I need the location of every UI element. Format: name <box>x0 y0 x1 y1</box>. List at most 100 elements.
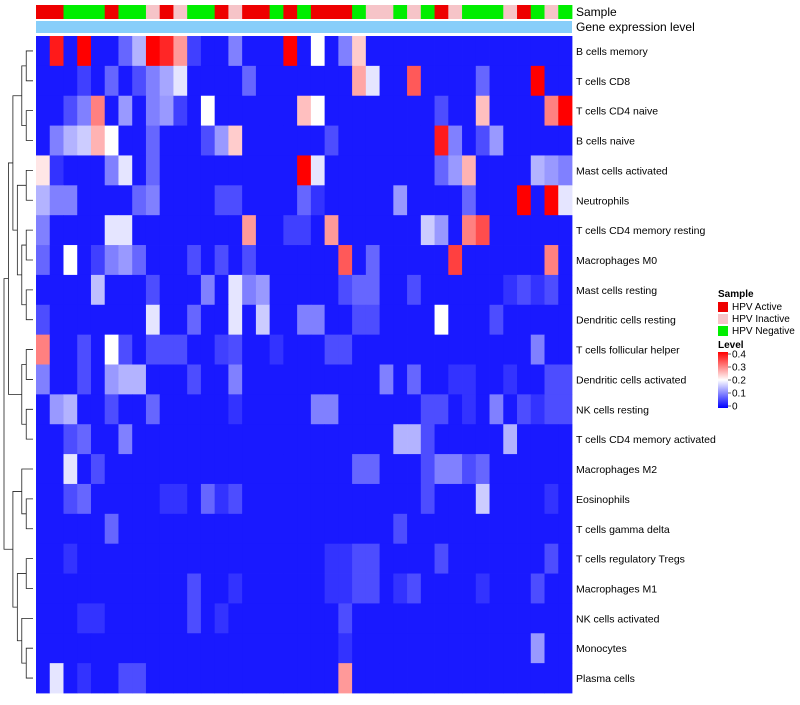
heatmap-cell <box>269 364 284 395</box>
heatmap-cell <box>310 483 326 515</box>
heatmap-cell <box>475 334 490 365</box>
level-tick-label: 0.2 <box>732 376 746 387</box>
heatmap-cell <box>462 65 477 97</box>
heatmap-cell <box>90 573 106 604</box>
heatmap-cell <box>393 125 408 156</box>
heatmap-cell <box>462 543 477 574</box>
sample-annotation-cell <box>407 5 422 19</box>
heatmap-cell <box>90 483 106 515</box>
heatmap-cell <box>49 364 64 395</box>
heatmap-cell <box>517 125 532 156</box>
heatmap-cell <box>393 633 408 664</box>
heatmap-cell <box>63 334 78 365</box>
row-label: Eosinophils <box>576 494 630 506</box>
heatmap-cell <box>90 304 106 336</box>
heatmap-cell <box>407 304 422 336</box>
heatmap-cell <box>200 245 216 276</box>
heatmap-cell <box>530 95 545 126</box>
heatmap-cell <box>352 543 367 574</box>
heatmap-cell <box>503 483 518 515</box>
heatmap-cell <box>462 663 477 694</box>
heatmap-cell <box>475 125 490 156</box>
heatmap-cell <box>77 155 92 186</box>
heatmap-cell <box>420 454 435 485</box>
sample-annotation-cell <box>159 5 174 19</box>
heatmap-cell <box>407 424 422 455</box>
heatmap-cell <box>173 543 188 574</box>
heatmap-cell <box>283 633 298 664</box>
heatmap-cell <box>379 155 394 186</box>
heatmap-cell <box>255 603 271 634</box>
heatmap-cell <box>324 185 339 216</box>
heatmap-cell <box>379 36 394 67</box>
heatmap-cell <box>434 543 449 574</box>
heatmap-cell <box>242 155 257 186</box>
heatmap-cell <box>49 454 64 485</box>
heatmap-cell <box>338 334 353 365</box>
heatmap-cell <box>145 95 161 126</box>
heatmap-cell <box>255 394 271 425</box>
heatmap-cell <box>475 155 490 186</box>
dendrogram-branch <box>25 558 33 589</box>
heatmap-cell <box>448 36 463 67</box>
heatmap-cell <box>255 483 271 515</box>
heatmap-cell <box>283 424 298 455</box>
heatmap-cell <box>530 573 545 604</box>
row-label: Macrophages M2 <box>576 464 657 476</box>
heatmap-cell <box>159 543 174 574</box>
heatmap-cell <box>558 36 573 67</box>
heatmap-cell <box>365 483 380 515</box>
heatmap-cell <box>283 573 298 604</box>
heatmap-cell <box>200 454 216 485</box>
heatmap-cell <box>365 95 380 126</box>
heatmap-cell <box>310 215 326 246</box>
heatmap-cell <box>118 36 133 67</box>
heatmap-cell <box>462 334 477 365</box>
heatmap-cell <box>255 155 271 186</box>
heatmap-cell <box>63 663 78 694</box>
heatmap-cell <box>283 185 298 216</box>
heatmap-cell <box>90 633 106 664</box>
heatmap-cell <box>173 513 188 545</box>
heatmap-cell <box>530 424 545 455</box>
heatmap-cell <box>434 483 449 515</box>
heatmap-cell <box>77 603 92 634</box>
heatmap-cell <box>49 543 64 574</box>
heatmap-cell <box>448 603 463 634</box>
heatmap-cell <box>214 215 229 246</box>
heatmap-cell <box>420 513 435 545</box>
heatmap-cell <box>407 364 422 395</box>
heatmap-cell <box>242 125 257 156</box>
heatmap-cell <box>393 304 408 336</box>
heatmap-cell <box>159 155 174 186</box>
heatmap-cell <box>255 454 271 485</box>
heatmap-cell <box>530 185 545 216</box>
heatmap-cell <box>558 483 573 515</box>
heatmap-cell <box>558 155 573 186</box>
heatmap-cell <box>517 573 532 604</box>
heatmap-cell <box>297 334 312 365</box>
heatmap-cell <box>393 95 408 126</box>
heatmap-cell <box>173 245 188 276</box>
dendrogram-branch <box>21 617 33 664</box>
heatmap-cell <box>187 424 202 455</box>
heatmap-cell <box>475 245 490 276</box>
heatmap-cell <box>475 513 490 545</box>
heatmap-cell <box>228 513 243 545</box>
heatmap-cell <box>269 36 284 67</box>
heatmap-cell <box>187 155 202 186</box>
heatmap-cell <box>379 334 394 365</box>
sample-annotation-cell <box>269 5 284 19</box>
row-label: NK cells resting <box>576 404 649 416</box>
heatmap-cell <box>132 215 147 246</box>
heatmap-cell <box>365 663 380 694</box>
row-label: T cells CD8 <box>576 76 630 88</box>
heatmap-cell <box>132 245 147 276</box>
heatmap-cell <box>475 95 490 126</box>
heatmap-cell <box>393 215 408 246</box>
heatmap-cell <box>324 65 339 97</box>
heatmap-cell <box>104 663 119 694</box>
heatmap-cell <box>407 454 422 485</box>
heatmap-cell <box>297 603 312 634</box>
heatmap-cell <box>49 155 64 186</box>
